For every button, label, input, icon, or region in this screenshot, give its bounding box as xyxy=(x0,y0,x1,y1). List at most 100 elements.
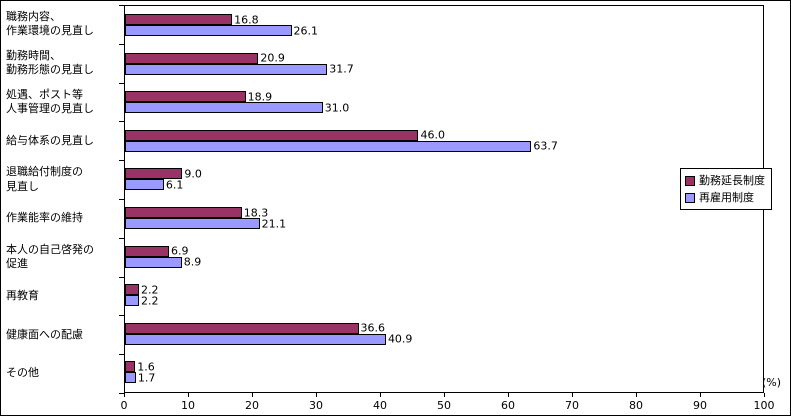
bar-rehire-system: 21.1 xyxy=(125,217,286,230)
category-axis-tick xyxy=(119,276,124,278)
bar-value-label: 6.1 xyxy=(165,178,184,192)
bar-value-label: 18.3 xyxy=(243,206,269,219)
category-label: その他 xyxy=(6,366,39,380)
bar-rehire-system: 1.7 xyxy=(125,371,155,384)
category-band: 18.3 21.1 xyxy=(125,199,763,238)
bar-value-label: 26.1 xyxy=(293,24,319,37)
x-axis-tick-labels: 0 10 20 30 40 50 60 70 80 90 100 xyxy=(120,399,775,413)
plot-area: 16.8 26.1 20.9 31.7 18.9 31.0 46.0 63.7 9.0 6.1 18… xyxy=(124,5,764,393)
x-axis-tick xyxy=(572,393,573,397)
category-axis-tick xyxy=(119,354,124,356)
bar-extension-system: 2.2 xyxy=(125,283,159,296)
bar-value-label: 21.1 xyxy=(261,217,287,230)
category-axis-tick xyxy=(119,160,124,162)
category-label: 勤務時間、 勤務形態の見直し xyxy=(6,48,94,77)
x-axis-tick xyxy=(124,393,125,397)
category-axis-tick xyxy=(119,237,124,239)
x-axis-tick xyxy=(508,393,509,397)
bar-extension-system: 18.9 xyxy=(125,90,272,103)
bar-rehire-system: 31.7 xyxy=(125,63,354,76)
bar-value-label: 16.8 xyxy=(234,13,259,26)
bar-extension-system: 18.3 xyxy=(125,206,268,219)
x-axis-tick xyxy=(444,393,445,397)
bar-extension-system: 20.9 xyxy=(125,52,285,65)
bar-value-label: 2.2 xyxy=(141,283,159,297)
legend: 勤務延長制度 再雇用制度 xyxy=(680,168,772,210)
category-band: 16.8 26.1 xyxy=(125,6,763,45)
bar-value-label: 31.0 xyxy=(324,101,350,115)
x-axis-tick-label: 10 xyxy=(181,399,195,412)
category-band: 1.6 1.7 xyxy=(125,353,763,392)
bar-rehire-system: 31.0 xyxy=(125,101,349,114)
category-axis-tick xyxy=(119,43,124,45)
x-axis-tick xyxy=(316,393,317,397)
category-label: 本人の自己啓発の 促進 xyxy=(6,242,94,271)
bar-value-label: 9.0 xyxy=(184,167,202,181)
bar-value-label: 6.9 xyxy=(171,244,189,258)
bar-rehire-system: 2.2 xyxy=(125,294,159,307)
category-axis-tick xyxy=(119,315,124,317)
bar-value-label: 1.7 xyxy=(137,371,156,385)
category-label: 作業能率の維持 xyxy=(6,211,83,225)
category-axis-tick xyxy=(119,393,124,394)
category-band: 9.0 6.1 xyxy=(125,160,763,199)
legend-swatch-rehire-system xyxy=(685,192,695,203)
x-axis-tick xyxy=(188,393,189,397)
x-axis-tick-label: 60 xyxy=(501,399,515,412)
legend-label-rehire-system: 再雇用制度 xyxy=(699,191,754,204)
x-axis-tick xyxy=(700,393,701,397)
category-axis-ticks xyxy=(119,5,124,394)
category-axis-tick xyxy=(119,5,124,6)
x-axis-tick xyxy=(380,393,381,397)
bar-value-label: 40.9 xyxy=(387,332,413,346)
bar-value-label: 18.9 xyxy=(247,90,273,104)
category-label: 再教育 xyxy=(6,288,39,302)
bar-value-label: 63.7 xyxy=(533,139,558,153)
x-axis-tick-label: 40 xyxy=(373,399,387,412)
bar-rehire-system: 6.1 xyxy=(125,178,183,191)
bar-rehire-system: 8.9 xyxy=(125,256,201,269)
legend-item-extension-system: 勤務延長制度 xyxy=(685,172,765,189)
bar-extension-system: 16.8 xyxy=(125,13,259,26)
category-label: 健康面への配慮 xyxy=(6,327,83,341)
x-axis-unit-label: (%) xyxy=(762,376,782,389)
x-axis-tick-label: 50 xyxy=(437,399,451,412)
category-axis-tick xyxy=(119,199,124,200)
category-band: 20.9 31.7 xyxy=(125,45,763,84)
x-axis-tick-label: 80 xyxy=(629,399,643,412)
bar-extension-system: 46.0 xyxy=(125,129,445,142)
bar-extension-system: 1.6 xyxy=(125,360,155,373)
x-axis-tick-label: 20 xyxy=(245,399,259,412)
bar-extension-system: 9.0 xyxy=(125,167,202,180)
x-axis-ticks xyxy=(124,393,765,398)
bar-extension-system: 6.9 xyxy=(125,245,189,258)
category-label: 退職給付制度の 見直し xyxy=(6,165,83,193)
legend-label-extension-system: 勤務延長制度 xyxy=(699,174,765,187)
x-axis-tick-label: 100 xyxy=(753,399,775,412)
legend-swatch-extension-system xyxy=(685,175,695,186)
bar-extension-system: 36.6 xyxy=(125,322,385,335)
category-axis-tick xyxy=(119,121,124,123)
bar-value-label: 46.0 xyxy=(420,128,445,142)
category-band: 2.2 2.2 xyxy=(125,276,763,315)
category-band: 46.0 63.7 xyxy=(125,122,763,161)
category-axis-labels: 職務内容、 作業環境の見直し 勤務時間、 勤務形態の見直し 処遇、ポスト等 人事管理… xyxy=(6,5,120,393)
category-label: 給与体系の見直し xyxy=(6,133,94,147)
x-axis-tick-label: 0 xyxy=(120,399,128,412)
bar-rehire-system: 26.1 xyxy=(125,24,318,37)
bar-rehire-system: 63.7 xyxy=(125,140,558,153)
bar-value-label: 31.7 xyxy=(329,62,354,76)
x-axis-tick xyxy=(636,393,637,397)
category-band: 18.9 31.0 xyxy=(125,83,763,122)
x-axis-tick xyxy=(252,393,253,397)
x-axis-tick xyxy=(764,393,765,397)
bar-value-label: 20.9 xyxy=(260,51,285,65)
x-axis-tick-label: 90 xyxy=(693,399,707,412)
bar-value-label: 1.6 xyxy=(137,360,155,374)
bar-value-label: 8.9 xyxy=(183,255,202,269)
bar-value-label: 36.6 xyxy=(360,321,386,335)
category-axis-tick xyxy=(119,82,124,84)
category-label: 職務内容、 作業環境の見直し xyxy=(6,10,94,38)
bar-rehire-system: 40.9 xyxy=(125,333,412,346)
